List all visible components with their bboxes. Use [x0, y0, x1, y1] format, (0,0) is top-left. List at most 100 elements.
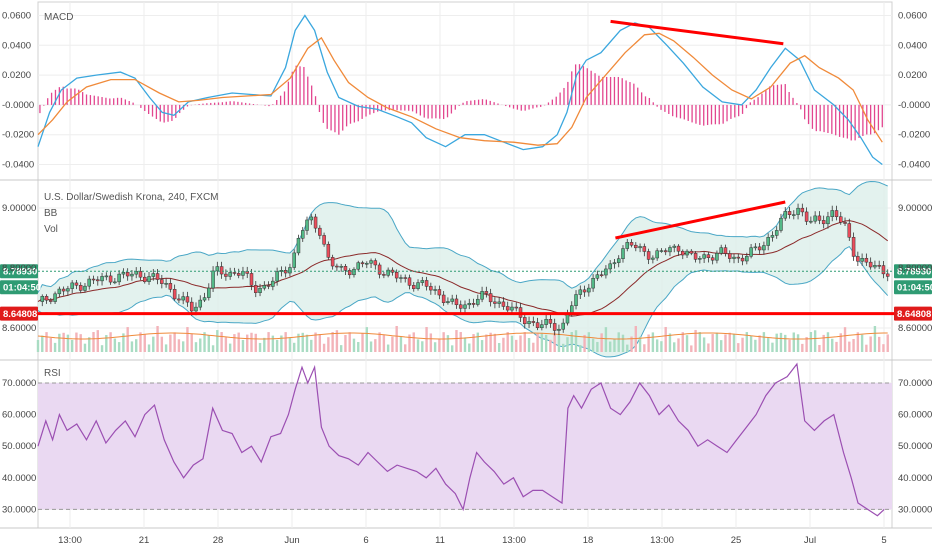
volume-bar	[788, 339, 791, 352]
candle-body	[574, 294, 578, 306]
candle-body	[202, 297, 207, 301]
candle-body	[693, 253, 698, 260]
volume-bar	[638, 336, 642, 352]
volume-bar	[480, 340, 484, 352]
rsi-y-tick-left: 40.0000	[2, 473, 36, 484]
volume-bar	[779, 332, 783, 352]
volume-bar	[527, 338, 531, 352]
volume-bar	[310, 339, 313, 352]
volume-ma-line	[37, 332, 888, 340]
volume-bar	[331, 332, 334, 352]
candle-body	[749, 247, 753, 257]
candle-body	[416, 282, 420, 289]
candle-body	[796, 207, 800, 215]
volume-bar	[395, 326, 398, 352]
volume-bar	[267, 332, 270, 352]
candle-body	[296, 238, 301, 254]
candle-body	[642, 246, 647, 252]
volume-bar	[237, 332, 240, 352]
volume-bar	[523, 332, 526, 352]
volume-bar	[425, 327, 428, 352]
bb-label: BB	[44, 208, 58, 219]
volume-bar	[702, 337, 706, 352]
vol-label: Vol	[44, 224, 58, 235]
volume-bar	[105, 335, 108, 352]
volume-bar	[164, 344, 168, 352]
volume-bar	[446, 335, 450, 352]
volume-bar	[698, 332, 702, 352]
candle-body	[792, 214, 796, 216]
candle-body	[578, 289, 583, 295]
price-panel: U.S. Dollar/Swedish Krona, 240, FXCM BB …	[0, 180, 932, 358]
volume-bar	[96, 330, 99, 352]
candle-body	[505, 306, 510, 311]
candle-body	[732, 256, 736, 259]
candle-body	[847, 223, 852, 238]
candle-body	[548, 319, 553, 324]
volume-bar	[463, 337, 467, 352]
candle-body	[113, 281, 117, 284]
volume-bar	[203, 332, 206, 352]
macd-y-tick-right: -0.0200	[898, 130, 930, 141]
candle-body	[868, 261, 873, 268]
volume-bar	[497, 343, 501, 352]
volume-bar	[749, 335, 753, 352]
last-price-badge-right: 8.78930	[897, 267, 931, 278]
volume-bar	[378, 332, 381, 352]
candle-body	[809, 220, 813, 223]
candle-body	[125, 272, 130, 277]
candle-body	[356, 262, 360, 270]
candle-body	[873, 265, 877, 268]
volume-bar	[877, 336, 881, 352]
volume-bar	[715, 332, 719, 352]
candle-body	[168, 283, 173, 290]
volume-bar	[284, 332, 287, 352]
volume-bar	[254, 333, 257, 352]
volume-bar	[493, 333, 497, 352]
macd-divergence-line	[610, 19, 784, 46]
candle-body	[194, 306, 198, 312]
candle-body	[587, 287, 591, 293]
volume-bar	[685, 335, 689, 352]
candle-body	[770, 235, 775, 238]
candle-body	[254, 285, 258, 293]
candle-body	[232, 272, 237, 274]
candle-body	[634, 244, 638, 249]
volume-bar	[886, 334, 889, 352]
candle-body	[493, 301, 497, 304]
candle-body	[454, 298, 459, 306]
volume-bar	[177, 339, 181, 352]
volume-bar	[442, 332, 445, 352]
candle-body	[266, 285, 271, 287]
candle-body	[57, 288, 62, 295]
volume-bar	[258, 342, 262, 352]
volume-bar	[75, 332, 78, 352]
support-badge-left-bg	[0, 306, 38, 321]
candle-body	[96, 279, 100, 282]
macd-y-tick-right: 0.0200	[898, 70, 927, 81]
volume-bar	[399, 336, 403, 352]
x-tick-label: 6	[363, 535, 368, 546]
candle-body	[719, 247, 723, 254]
rsi-y-tick-right: 30.0000	[898, 504, 932, 515]
candle-body	[510, 306, 514, 311]
candle-body	[219, 266, 224, 275]
volume-bar	[433, 342, 437, 352]
candle-body	[121, 272, 126, 275]
last-price-badge-left-bg	[0, 264, 38, 279]
candle-body	[616, 258, 621, 263]
candle-body	[531, 321, 536, 323]
candle-body	[723, 247, 728, 254]
volume-bar	[668, 333, 672, 352]
candle-body	[552, 323, 557, 331]
candle-body	[360, 262, 365, 265]
candle-body	[715, 253, 719, 261]
last-price-badge-left: 8.78930	[3, 267, 37, 278]
candle-body	[557, 328, 561, 331]
candle-body	[826, 216, 830, 225]
x-tick-label: Jul	[804, 535, 816, 546]
volume-bar	[357, 342, 360, 352]
countdown-badge-left: 01:04:50	[3, 283, 41, 294]
volume-bar	[766, 338, 770, 352]
rsi-y-tick-left: 30.0000	[2, 504, 36, 515]
